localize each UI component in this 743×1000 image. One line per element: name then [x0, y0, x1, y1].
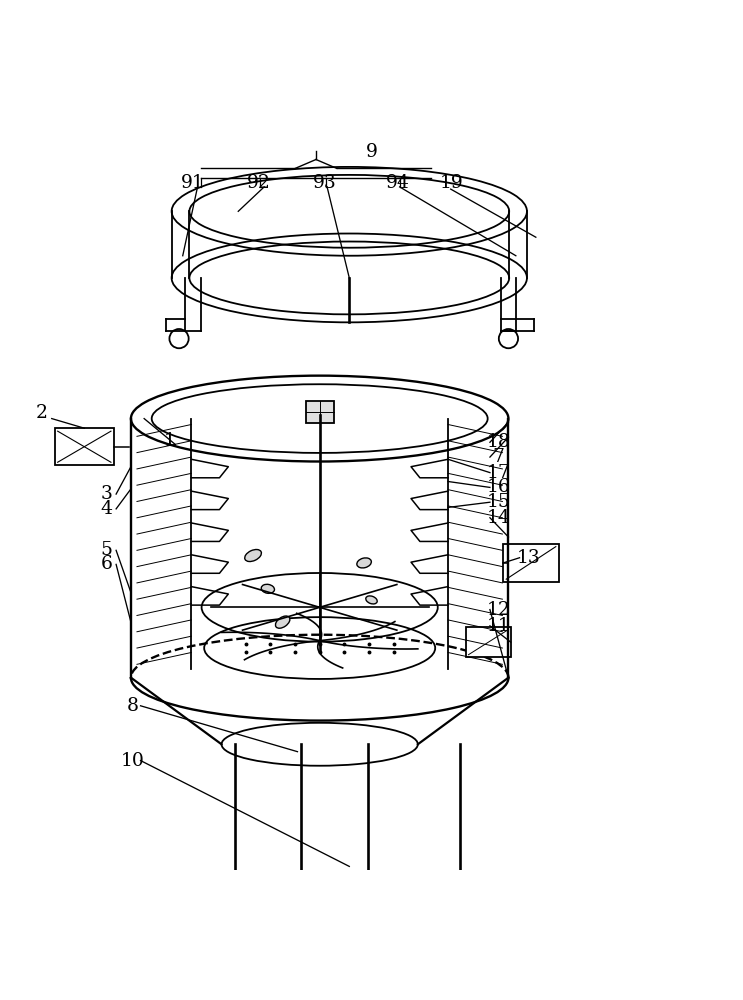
Text: 10: 10 [121, 752, 145, 770]
Text: 5: 5 [100, 541, 112, 559]
FancyBboxPatch shape [503, 544, 559, 582]
Text: 2: 2 [36, 404, 48, 422]
Text: 4: 4 [100, 500, 112, 518]
Text: 6: 6 [100, 555, 112, 573]
Text: 13: 13 [516, 549, 540, 567]
Text: 91: 91 [181, 174, 204, 192]
Text: 12: 12 [487, 601, 510, 619]
Text: 9: 9 [366, 143, 377, 161]
Ellipse shape [276, 616, 290, 628]
Text: 16: 16 [487, 478, 510, 496]
Text: 19: 19 [440, 174, 464, 192]
Ellipse shape [244, 550, 262, 562]
Text: 17: 17 [487, 464, 510, 482]
Text: 1: 1 [164, 432, 176, 450]
Text: 8: 8 [127, 697, 139, 715]
Bar [305, 401, 334, 423]
Text: 93: 93 [313, 174, 337, 192]
Ellipse shape [262, 584, 274, 593]
FancyBboxPatch shape [55, 428, 114, 465]
Text: 3: 3 [100, 485, 112, 503]
Text: 94: 94 [386, 174, 409, 192]
Text: 15: 15 [487, 493, 510, 511]
Ellipse shape [366, 596, 377, 604]
Text: 92: 92 [247, 174, 271, 192]
Text: 18: 18 [487, 433, 510, 451]
Text: 14: 14 [487, 509, 510, 527]
Text: 11: 11 [487, 617, 510, 635]
FancyBboxPatch shape [467, 627, 510, 657]
Text: 7: 7 [493, 448, 504, 466]
Ellipse shape [357, 558, 372, 568]
